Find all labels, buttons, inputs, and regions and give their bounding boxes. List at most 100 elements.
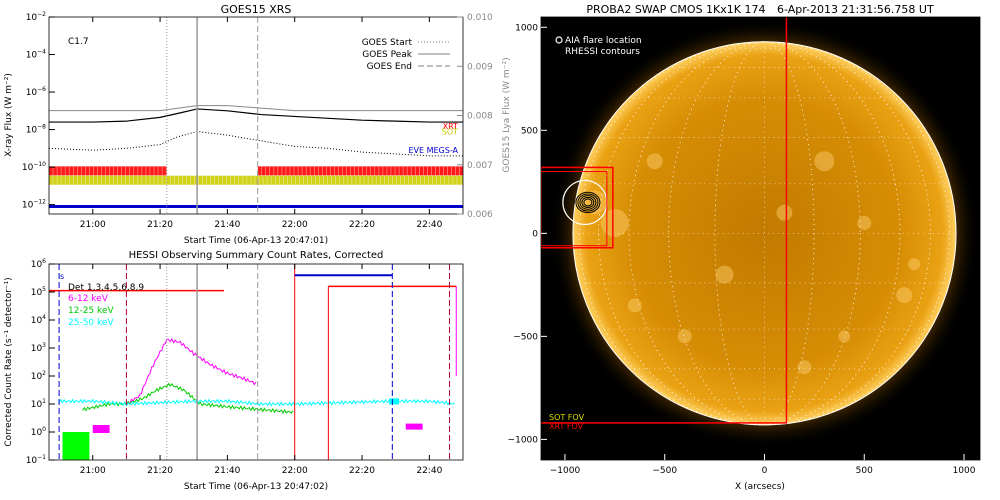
swap-active-region bbox=[715, 265, 734, 284]
goes-ytick-label: 10−10 bbox=[22, 161, 46, 173]
goes-legend-label: GOES Start bbox=[362, 38, 413, 48]
swap-active-region bbox=[627, 298, 642, 313]
hessi-ytick-label: 105 bbox=[31, 286, 46, 298]
swap-xtick-label: 500 bbox=[856, 466, 873, 476]
hessi-green-block bbox=[62, 432, 90, 460]
swap-ytick-label: −1000 bbox=[508, 435, 539, 445]
hessi-ytick-label: 102 bbox=[31, 370, 46, 382]
swap-xlabel: X (arcsecs) bbox=[735, 482, 785, 492]
hessi-legend-marker: s bbox=[60, 272, 64, 281]
hessi-legend-detectors: Det 1,3,4,5,6,8,9 bbox=[68, 283, 144, 293]
hessi-series-6-12-kev bbox=[126, 338, 257, 405]
goes-xtick-label: 21:00 bbox=[80, 220, 106, 230]
coverage-label-eve-megs-a: EVE MEGS-A bbox=[408, 146, 458, 155]
coverage-bar-xrt bbox=[49, 166, 167, 176]
goes-plot-area bbox=[49, 17, 463, 214]
swap-active-region bbox=[814, 151, 835, 172]
goes-xlabel: Start Time (06-Apr-13 20:47:01) bbox=[184, 236, 328, 246]
swap-ytick-label: −500 bbox=[513, 332, 538, 342]
goes-xtick-label: 22:20 bbox=[349, 220, 375, 230]
swap-fov-box-small bbox=[541, 166, 614, 249]
goes-xtick-label: 22:00 bbox=[282, 220, 308, 230]
swap-title-instrument: PROBA2 SWAP CMOS 1Kx1K 174 bbox=[586, 3, 765, 16]
swap-active-region bbox=[896, 287, 913, 304]
goes-ytick-label: 10−12 bbox=[22, 199, 46, 211]
swap-xrt-fov-box bbox=[541, 17, 788, 424]
hessi-frame bbox=[48, 263, 464, 461]
swap-active-region bbox=[857, 216, 872, 231]
hessi-panel: HESSI Observing Summary Count Rates, Cor… bbox=[4, 250, 464, 492]
goes-ytick-right-label: 0.010 bbox=[467, 13, 493, 23]
goes-flare-class: C1.7 bbox=[68, 37, 89, 47]
coverage-label-sot: SOT bbox=[442, 127, 458, 136]
swap-title-timestamp: 6-Apr-2013 21:31:56.758 UT bbox=[777, 3, 934, 16]
goes-ytick-right-label: 0.006 bbox=[467, 210, 493, 220]
hessi-xtick-label: 22:40 bbox=[416, 466, 442, 476]
swap-axes: −1000 −500 0 500 1000 1000 500 0 −500 −1000 bbox=[508, 23, 976, 476]
hessi-data-gap bbox=[294, 264, 389, 460]
swap-legend-label: AIA flare location bbox=[565, 36, 642, 46]
swap-fov-box-small-inner bbox=[541, 171, 608, 247]
swap-fov-label: XRT FOV bbox=[549, 422, 584, 431]
hessi-ytick-label: 104 bbox=[31, 314, 46, 326]
hessi-ytick-label: 103 bbox=[31, 342, 46, 354]
hessi-axes: 21:00 21:20 21:40 22:00 22:20 22:40 106 105 104 1… bbox=[26, 258, 443, 476]
swap-ytick-label: 1000 bbox=[515, 23, 538, 33]
goes-series-short bbox=[49, 130, 463, 157]
swap-xtick-label: 1000 bbox=[953, 466, 976, 476]
hessi-magenta-block bbox=[92, 425, 110, 433]
coverage-label-xrt: XRT bbox=[443, 122, 458, 131]
hessi-legend-label: 25-50 keV bbox=[68, 318, 114, 328]
hessi-xtick-label: 21:40 bbox=[214, 466, 240, 476]
swap-xtick-label: −1000 bbox=[550, 466, 581, 476]
hessi-ylabel: Corrected Count Rate (s⁻¹ detector⁻¹) bbox=[4, 277, 14, 446]
goes-ytick-label: 10−2 bbox=[26, 11, 46, 23]
swap-legend-marker bbox=[555, 47, 563, 55]
swap-active-region bbox=[776, 204, 793, 221]
goes-ytick-right-label: 0.008 bbox=[467, 112, 493, 122]
swap-frame bbox=[540, 16, 981, 461]
goes-xtick-label: 21:40 bbox=[214, 220, 240, 230]
hessi-cyan-block bbox=[388, 398, 400, 405]
swap-xtick-label: 0 bbox=[762, 466, 768, 476]
hessi-xtick-label: 21:20 bbox=[147, 466, 173, 476]
goes-legend-label: GOES End bbox=[367, 62, 412, 72]
goes-xtick-label: 22:40 bbox=[416, 220, 442, 230]
goes-legend: GOES Start GOES Peak GOES End bbox=[362, 38, 450, 72]
swap-legend-marker bbox=[555, 36, 563, 44]
swap-rhessi-contour bbox=[577, 193, 599, 212]
swap-rhessi-contour bbox=[575, 191, 601, 214]
swap-rhessi-contour bbox=[581, 196, 595, 209]
goes-ylabel: X-ray Flux (W m⁻²) bbox=[4, 73, 14, 157]
goes-series-lya bbox=[49, 105, 463, 112]
goes-ytick-label: 10−6 bbox=[26, 86, 46, 98]
swap-xtick-label: −500 bbox=[652, 466, 677, 476]
goes-xtick-label: 21:20 bbox=[147, 220, 173, 230]
hessi-plot-area bbox=[49, 264, 457, 460]
swap-legend-label: RHESSI contours bbox=[565, 47, 640, 57]
hessi-ytick-label: 106 bbox=[31, 258, 46, 270]
hessi-legend-label: 6-12 keV bbox=[68, 294, 109, 304]
hessi-ytick-label: 100 bbox=[31, 426, 46, 438]
goes-title: GOES15 XRS bbox=[221, 3, 292, 16]
coverage-bar-eve-megs-a bbox=[49, 204, 463, 208]
goes-ylabel-right: GOES15 Lya Flux (W m⁻²) bbox=[502, 57, 512, 172]
hessi-xtick-label: 22:20 bbox=[349, 466, 375, 476]
hessi-series-12-25-kev bbox=[82, 382, 294, 415]
hessi-title: HESSI Observing Summary Count Rates, Cor… bbox=[129, 250, 384, 261]
swap-title: PROBA2 SWAP CMOS 1Kx1K 174 6-Apr-2013 21… bbox=[586, 3, 934, 16]
hessi-xlabel: Start Time (06-Apr-13 20:47:02) bbox=[184, 482, 328, 492]
goes-series-long bbox=[49, 108, 463, 123]
swap-active-region bbox=[646, 153, 663, 170]
hessi-legend-label: 12-25 keV bbox=[68, 306, 114, 316]
swap-rhessi-contour bbox=[583, 198, 593, 207]
swap-active-region bbox=[797, 360, 812, 375]
goes-ytick-label: 10−8 bbox=[26, 124, 46, 136]
swap-active-region bbox=[582, 190, 607, 215]
hessi-xtick-label: 22:00 bbox=[282, 466, 308, 476]
swap-rhessi-contour bbox=[579, 195, 597, 210]
goes-ytick-label: 10−4 bbox=[26, 49, 46, 61]
